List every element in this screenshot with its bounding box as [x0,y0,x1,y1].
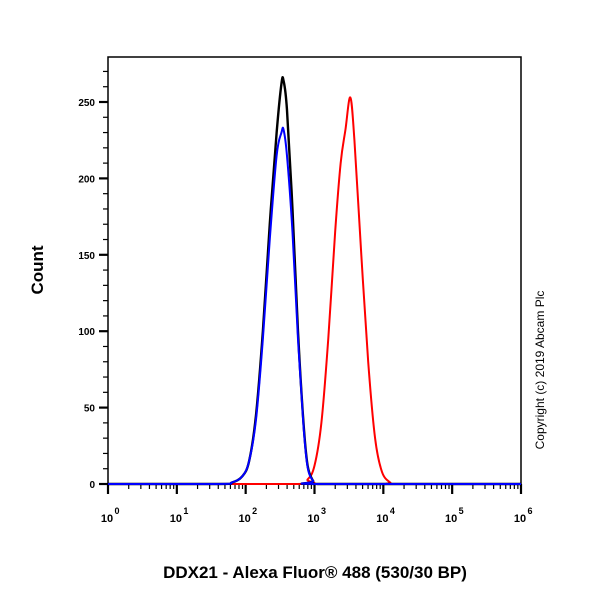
x-tick-label: 104 [376,506,395,525]
plot-frame [107,56,522,485]
svg-text:10: 10 [307,513,319,525]
x-tick-label: 101 [170,506,189,525]
y-axis-label: Count [28,245,47,295]
svg-text:10: 10 [101,513,113,525]
histogram-curves [107,76,521,486]
svg-text:6: 6 [527,506,532,516]
svg-text:10: 10 [170,513,182,525]
copyright-notice: Copyright (c) 2019 Abcam Plc [533,290,547,450]
svg-text:3: 3 [321,506,326,516]
y-tick-label: 250 [78,98,95,109]
y-tick-label: 150 [78,251,95,262]
histogram-curve-blue [107,126,521,486]
x-tick-label: 103 [307,506,326,525]
y-axis: 0 50 100 150 200 250 [78,70,108,491]
svg-text:10: 10 [376,513,388,525]
x-axis-label: DDX21 - Alexa Fluor® 488 (530/30 BP) [163,563,467,582]
svg-text:10: 10 [239,513,251,525]
svg-text:2: 2 [252,506,257,516]
svg-text:10: 10 [514,513,526,525]
y-tick-label: 100 [78,327,95,338]
svg-text:4: 4 [390,506,395,516]
histogram-curve-black [107,76,521,486]
histogram-curve-red [107,96,521,486]
y-tick-label: 0 [89,480,95,491]
x-tick-label: 100 [101,506,120,525]
y-tick-label: 200 [78,174,95,185]
svg-text:0: 0 [114,506,119,516]
svg-text:10: 10 [445,513,457,525]
y-tick-label: 50 [84,404,96,415]
svg-text:5: 5 [459,506,464,516]
x-tick-label: 105 [445,506,464,525]
svg-text:1: 1 [183,506,188,516]
x-tick-label: 102 [239,506,258,525]
x-tick-label: 106 [514,506,533,525]
